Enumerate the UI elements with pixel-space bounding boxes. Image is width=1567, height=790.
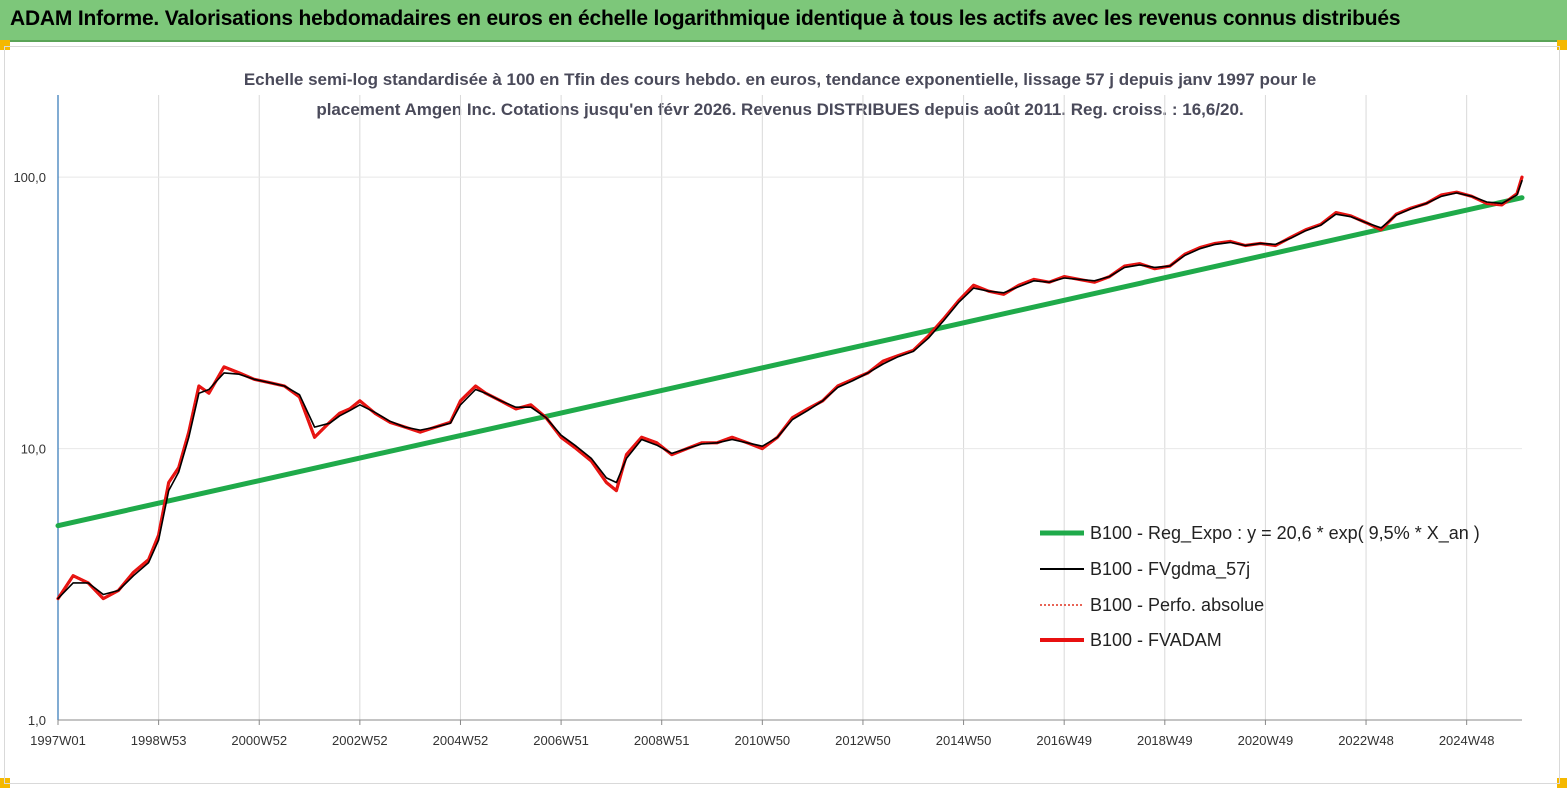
x-tick-label: 2012W50 [835, 733, 891, 748]
axis-layer: 1997W01 1998W53 2000W52 2002W52 2004W52 2006W… [13, 95, 1522, 748]
corner-marker [1557, 778, 1567, 788]
x-tick-label: 2004W52 [433, 733, 489, 748]
x-tick-label: 2016W49 [1036, 733, 1092, 748]
x-tick-label: 2002W52 [332, 733, 388, 748]
x-tick-label: 2022W48 [1338, 733, 1394, 748]
legend-label: B100 - FVgdma_57j [1090, 559, 1250, 580]
legend: B100 - Reg_Expo : y = 20,6 * exp( 9,5% *… [1040, 523, 1480, 650]
chart-title-line-1: Echelle semi-log standardisée à 100 en T… [243, 70, 1317, 89]
corner-marker [1557, 40, 1567, 50]
legend-label: B100 - Perfo. absolue [1090, 595, 1264, 615]
y-tick-label: 10,0 [21, 442, 46, 457]
chart-title-line-2: placement Amgen Inc. Cotations jusqu'en … [316, 100, 1244, 119]
x-tick-label: 2018W49 [1137, 733, 1193, 748]
x-tick-label: 2014W50 [936, 733, 992, 748]
x-tick-label: 1997W01 [30, 733, 86, 748]
grid-layer [57, 95, 1522, 720]
x-tick-label: 1998W53 [131, 733, 187, 748]
corner-marker [0, 40, 10, 50]
y-tick-label: 100,0 [13, 170, 46, 185]
y-tick-label: 1,0 [28, 713, 46, 728]
legend-label: B100 - Reg_Expo : y = 20,6 * exp( 9,5% *… [1090, 523, 1480, 544]
page-title: ADAM Informe. Valorisations hebdomadaire… [10, 7, 1401, 30]
series-fvgdma-57j [57, 179, 1523, 600]
x-tick-label: 2010W50 [735, 733, 791, 748]
x-tick-label: 2008W51 [634, 733, 690, 748]
x-tick-label: 2006W51 [533, 733, 589, 748]
series-layer [55, 175, 1525, 601]
x-tick-label: 2020W49 [1238, 733, 1294, 748]
x-tick-label: 2024W48 [1439, 733, 1495, 748]
page-header: ADAM Informe. Valorisations hebdomadaire… [0, 0, 1567, 42]
legend-label: B100 - FVADAM [1090, 630, 1222, 650]
x-tick-label: 2000W52 [231, 733, 287, 748]
chart-frame [4, 46, 1560, 784]
series-reg-expo [55, 195, 1525, 529]
